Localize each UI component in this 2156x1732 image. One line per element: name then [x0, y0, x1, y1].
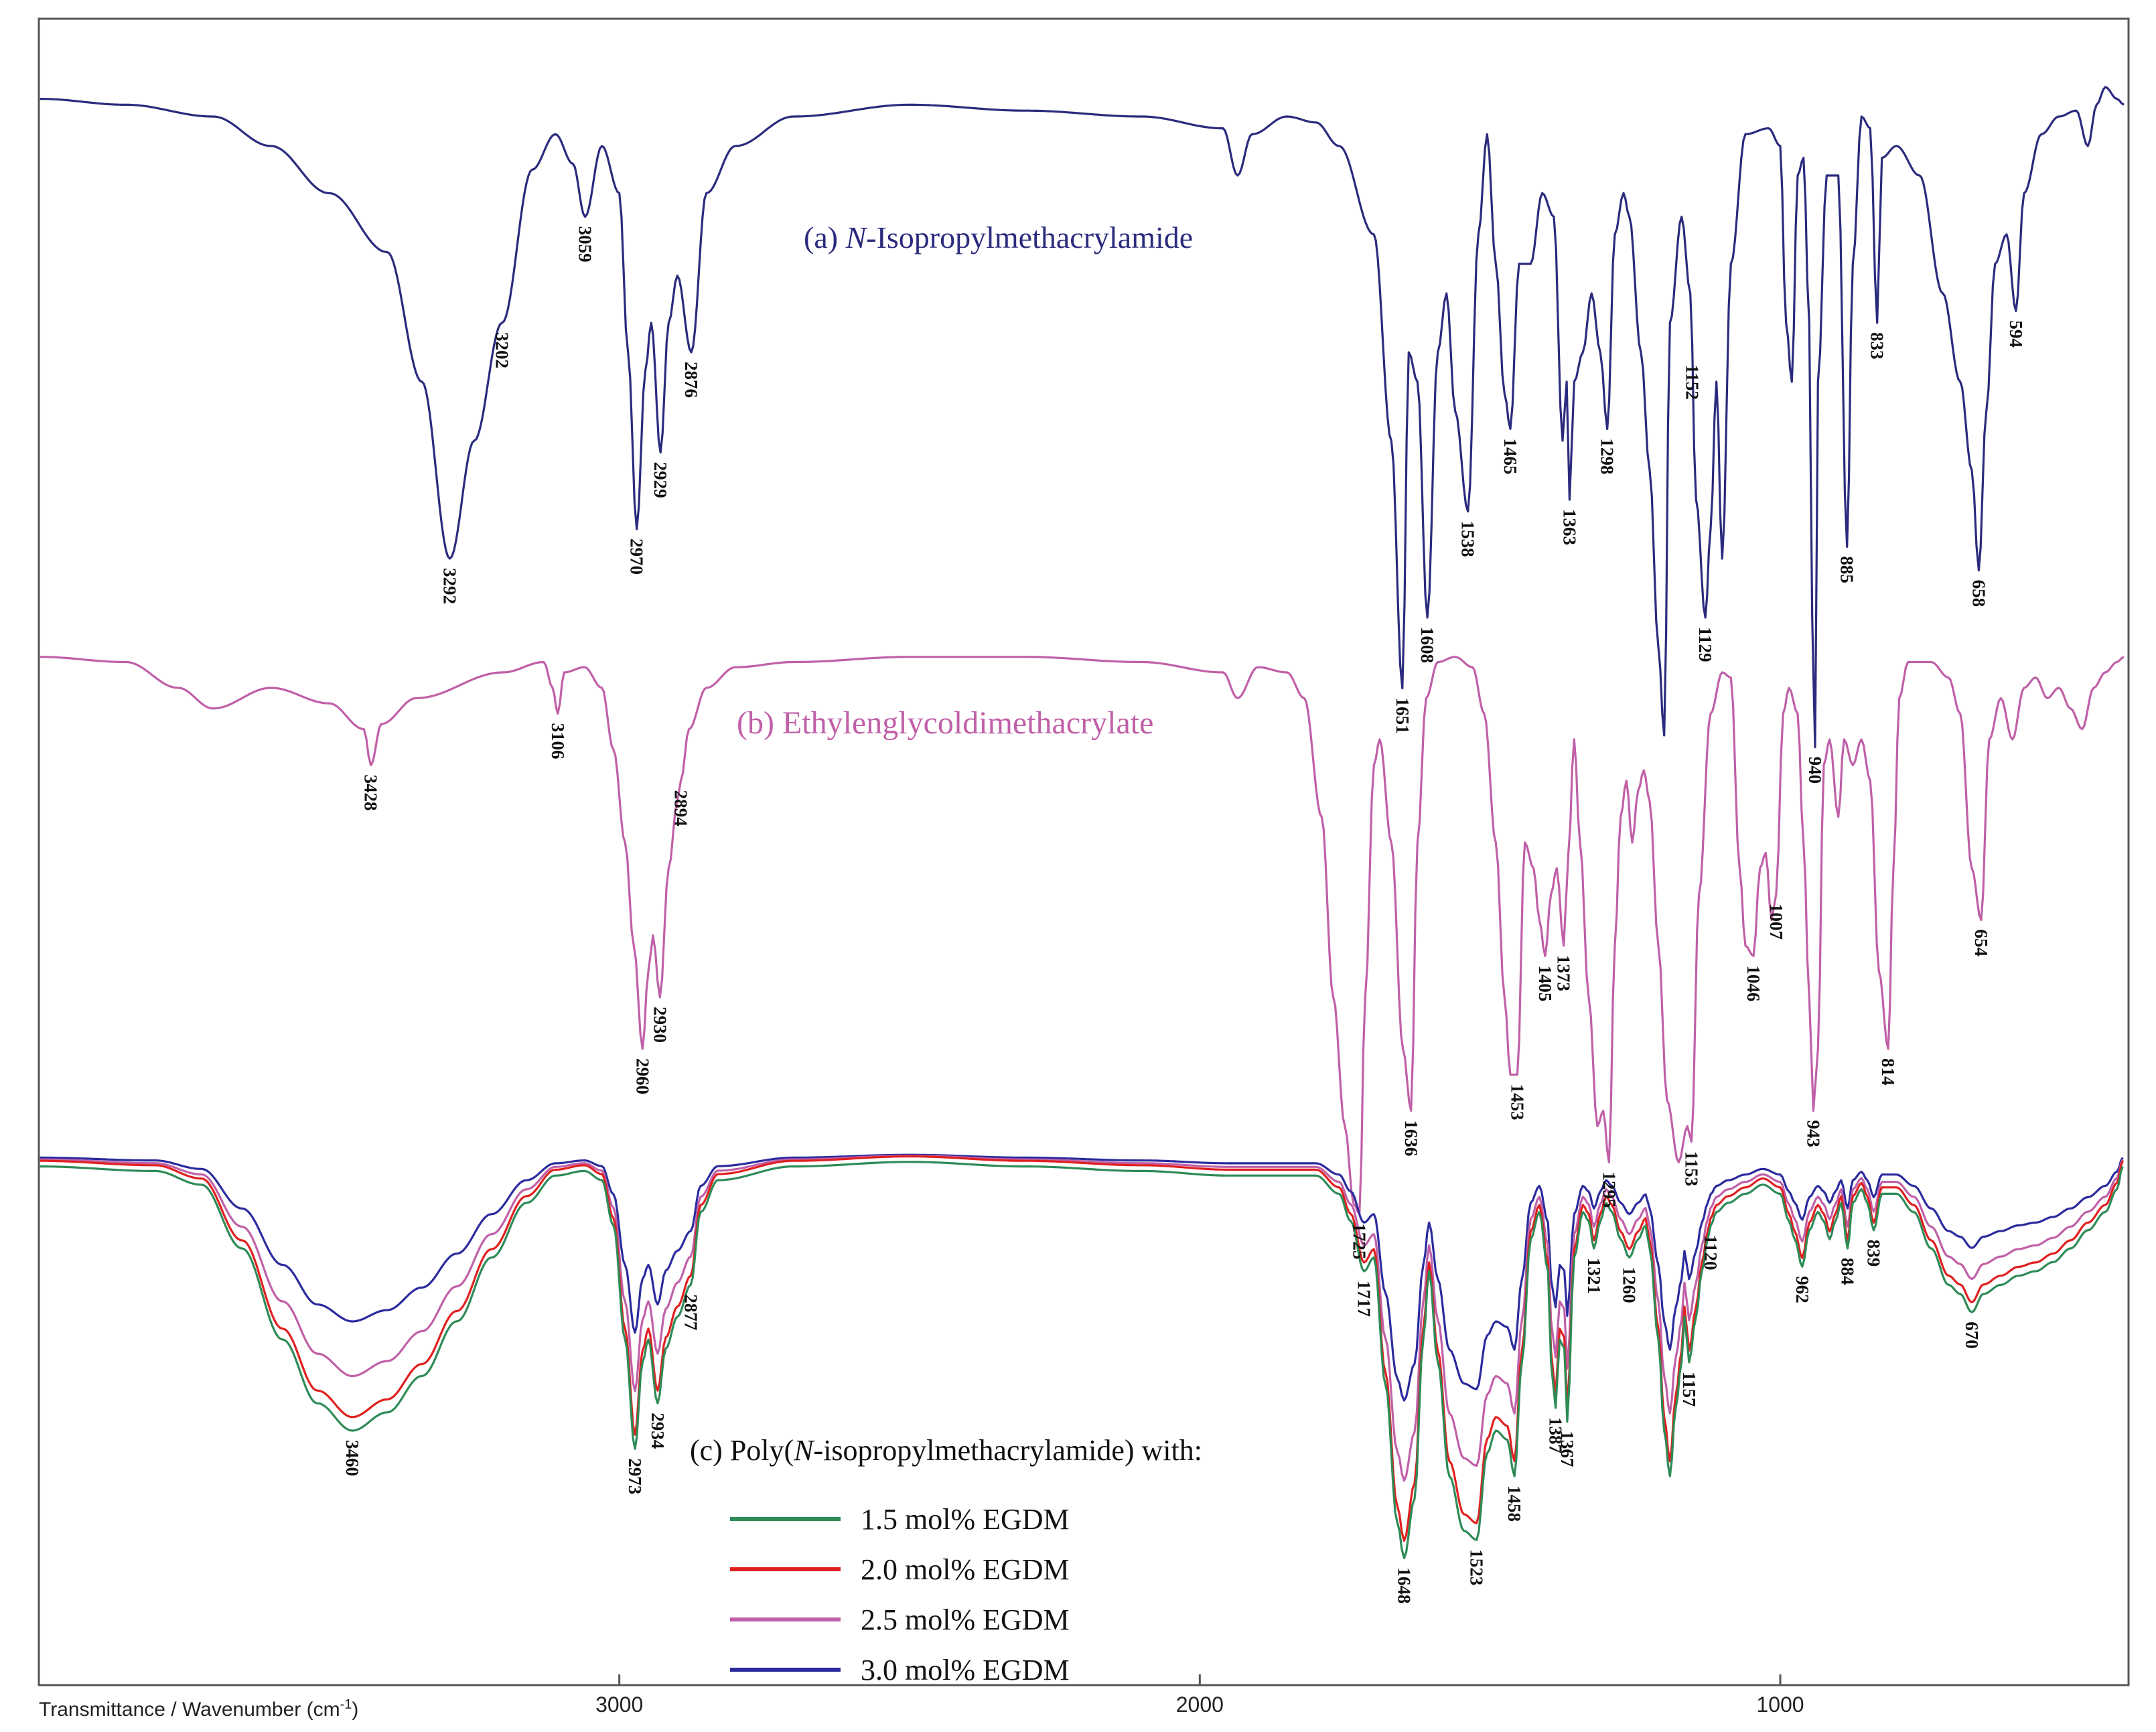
peak-label-b-2960: 2960	[632, 1058, 652, 1094]
peak-label-b-2894: 2894	[671, 790, 691, 826]
peak-label-c-884: 884	[1838, 1258, 1858, 1285]
peak-label-b-654: 654	[1971, 930, 1991, 957]
series-line-2-0-mol-egdm	[40, 1155, 2124, 1542]
legend-label-1: 1.5 mol% EGDM	[861, 1503, 1070, 1536]
peak-label-b-3428: 3428	[361, 775, 381, 811]
peak-label-b-1046: 1046	[1743, 965, 1764, 1001]
peak-label-b-1007: 1007	[1766, 904, 1786, 940]
panel-titles: (a) N-Isopropylmethacrylamide (b) Ethylen…	[690, 220, 1202, 1467]
peak-label-c-1157: 1157	[1679, 1372, 1699, 1407]
peak-label-a-1538: 1538	[1458, 521, 1478, 557]
peak-label-a-1465: 1465	[1500, 438, 1520, 474]
peak-label-a-833: 833	[1867, 332, 1887, 360]
peak-label-c-839: 839	[1864, 1240, 1884, 1267]
series-line-1-5-mol-egdm	[40, 1161, 2124, 1559]
peak-label-c-962: 962	[1792, 1276, 1812, 1303]
peak-label-b-1295: 1295	[1599, 1171, 1619, 1208]
peak-label-c-2934: 2934	[648, 1413, 668, 1449]
peak-label-c-1367: 1367	[1557, 1431, 1577, 1467]
series-line-3-0-mol-egdm	[40, 1153, 2124, 1402]
peak-label-a-1298: 1298	[1597, 438, 1618, 474]
peak-label-b-1725: 1725	[1350, 1223, 1370, 1259]
peak-label-a-885: 885	[1837, 556, 1857, 583]
peak-label-c-1260: 1260	[1620, 1267, 1640, 1303]
peak-label-c-1523: 1523	[1467, 1549, 1487, 1585]
peak-label-a-2876: 2876	[681, 362, 701, 398]
peak-label-c-3460: 3460	[342, 1440, 362, 1476]
peak-label-a-2970: 2970	[627, 538, 647, 575]
peak-label-c-1120: 1120	[1701, 1235, 1721, 1271]
series-line-panel-b	[40, 656, 2125, 1216]
panel-title-c: (c) Poly(N-isopropylmethacrylamide) with…	[690, 1434, 1202, 1467]
peak-label-c-670: 670	[1962, 1321, 1982, 1349]
legend-label-2: 2.0 mol% EGDM	[861, 1553, 1070, 1586]
peak-label-a-1608: 1608	[1417, 627, 1437, 663]
plot-frame	[38, 17, 2130, 1686]
peak-label-a-1651: 1651	[1392, 698, 1413, 734]
peak-label-a-3059: 3059	[575, 226, 595, 263]
peak-label-a-3202: 3202	[492, 332, 512, 368]
peak-label-a-940: 940	[1805, 757, 1825, 784]
peak-label-b-1453: 1453	[1507, 1084, 1527, 1121]
peak-label-a-1152: 1152	[1682, 364, 1702, 400]
peak-label-c-1717: 1717	[1354, 1281, 1374, 1317]
peak-label-a-2929: 2929	[650, 462, 670, 498]
legend: 1.5 mol% EGDM 2.0 mol% EGDM 2.5 mol% EGDM 3…	[730, 1503, 1070, 1686]
peak-label-a-594: 594	[2006, 320, 2026, 348]
peak-label-b-1373: 1373	[1554, 955, 1574, 991]
x-axis: 3000 2000 1000 Transmittance / Wavenumber (…	[39, 1674, 1804, 1721]
panel-title-b: (b) Ethylenglycoldimethacrylate	[737, 705, 1153, 741]
peak-label-b-943: 943	[1803, 1120, 1823, 1147]
peak-label-c-2877: 2877	[680, 1294, 701, 1330]
spectra-traces	[40, 86, 2125, 1559]
peak-label-b-814: 814	[1878, 1058, 1898, 1086]
peak-label-c-1387: 1387	[1546, 1417, 1566, 1453]
peak-label-a-1129: 1129	[1695, 627, 1715, 662]
x-tick-label-2000: 2000	[1176, 1692, 1224, 1717]
peak-label-b-1636: 1636	[1401, 1120, 1421, 1156]
panel-title-a: (a) N-Isopropylmethacrylamide	[804, 220, 1193, 255]
peak-label-a-3292: 3292	[440, 568, 460, 604]
series-line-panel-a	[40, 86, 2125, 749]
peak-label-b-1405: 1405	[1535, 965, 1555, 1001]
peak-label-b-1153: 1153	[1681, 1151, 1701, 1187]
peak-label-c-1458: 1458	[1504, 1486, 1524, 1522]
peak-label-c-2973: 2973	[625, 1458, 645, 1494]
x-axis-label: Transmittance / Wavenumber (cm-1)	[39, 1697, 358, 1721]
legend-label-3: 2.5 mol% EGDM	[861, 1603, 1070, 1636]
peak-labels: 3292 3202 3059 2970 2929 2876 1651 1608 1538 1465…	[342, 226, 2026, 1604]
peak-label-b-2930: 2930	[650, 1007, 670, 1043]
x-tick-label-3000: 3000	[595, 1692, 643, 1717]
peak-label-a-1363: 1363	[1559, 509, 1579, 545]
peak-label-c-1648: 1648	[1394, 1567, 1414, 1603]
x-tick-label-1000: 1000	[1756, 1692, 1804, 1717]
peak-label-a-658: 658	[1968, 580, 1989, 607]
legend-label-4: 3.0 mol% EGDM	[861, 1654, 1070, 1686]
peak-label-c-1321: 1321	[1584, 1258, 1604, 1294]
peak-label-b-3106: 3106	[548, 723, 568, 760]
series-line-2-5-mol-egdm	[40, 1154, 2124, 1482]
